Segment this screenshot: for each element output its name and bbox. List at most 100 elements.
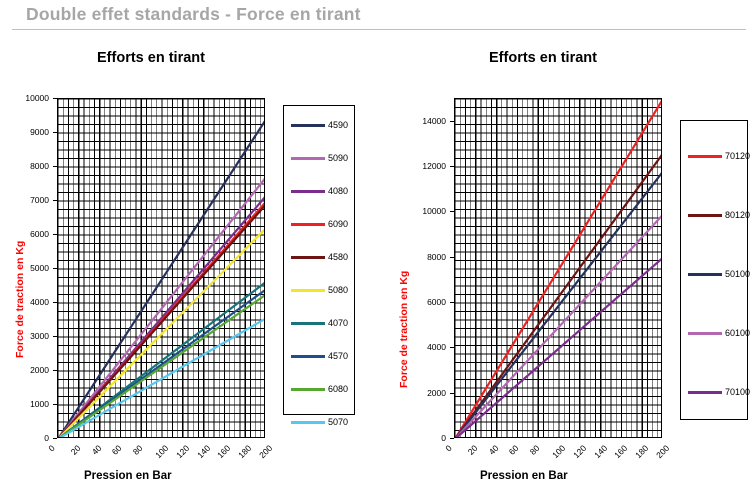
y-tick-mark (53, 268, 57, 269)
legend-swatch-icon (291, 223, 325, 226)
series-lines (58, 120, 264, 437)
y-tick-label: 3000 (30, 331, 49, 341)
y-tick-mark (450, 166, 454, 167)
y-tick-mark (450, 392, 454, 394)
legend-item-6090[interactable]: 6090 (284, 217, 354, 231)
x-tick-label: 40 (486, 443, 501, 457)
series-line-50100 (455, 172, 661, 437)
chart-left: Efforts en tirant Force de traction en K… (0, 40, 372, 490)
y-tick-label: 8000 (427, 251, 446, 262)
grid-lines (455, 99, 661, 437)
y-tick-mark (53, 336, 57, 337)
legend-item-5080[interactable]: 5080 (284, 283, 354, 297)
series-line-5070 (59, 318, 264, 437)
legend-item-4570[interactable]: 4570 (284, 349, 354, 363)
y-tick-label: 14000 (422, 115, 446, 126)
legend-item-50100[interactable]: 50100 (681, 267, 751, 281)
legend-swatch-icon (291, 355, 325, 358)
legend-item-60100[interactable]: 60100 (681, 326, 751, 340)
legend-swatch-icon (291, 289, 325, 292)
y-tick-mark (450, 211, 454, 213)
legend-swatch-icon (291, 124, 325, 127)
y-tick-mark (53, 404, 57, 405)
chart-right-x-axis-label: Pression en Bar (480, 470, 568, 482)
y-tick-label: 5000 (30, 263, 49, 273)
y-tick-mark (450, 438, 454, 439)
legend-item-label: 5090 (328, 153, 349, 163)
y-tick-mark (53, 166, 57, 167)
x-tick-label: 60 (110, 443, 124, 457)
x-tick-label: 60 (507, 443, 521, 457)
y-tick-mark (53, 302, 57, 303)
legend-swatch-icon (291, 157, 325, 160)
y-tick-label: 4000 (30, 297, 49, 307)
legend-item-label: 4580 (328, 252, 349, 262)
legend-item-label: 5070 (328, 417, 349, 427)
y-tick-mark (53, 98, 57, 99)
legend-swatch-icon (291, 421, 325, 424)
legend-item-70120[interactable]: 70120 (681, 149, 751, 163)
legend-item-4080[interactable]: 4080 (284, 184, 354, 198)
x-tick-label: 160 (215, 443, 233, 461)
y-tick-label: 8000 (30, 161, 49, 171)
x-tick-label: 80 (130, 443, 145, 457)
legend-item-4070[interactable]: 4070 (284, 316, 354, 330)
x-tick-label: 160 (612, 443, 630, 461)
y-tick-label: 6000 (30, 229, 49, 239)
legend-swatch-icon (688, 214, 722, 217)
y-tick-label: 0 (441, 433, 446, 443)
y-tick-label: 7000 (30, 195, 49, 205)
legend-item-4580[interactable]: 4580 (284, 250, 354, 264)
x-tick-label: 120 (570, 443, 589, 461)
chart-left-plot-area (57, 98, 265, 438)
y-tick-label: 9000 (30, 127, 49, 137)
y-tick-mark (450, 302, 454, 303)
legend-item-80120[interactable]: 80120 (681, 208, 750, 222)
y-tick-mark (450, 120, 454, 122)
series-line-6080 (58, 294, 264, 437)
x-tick-label: 80 (527, 443, 542, 457)
page-title: Double effet standards - Force en tirant (26, 4, 361, 24)
series-line-4580 (58, 204, 264, 437)
y-tick-mark (450, 347, 454, 349)
legend-swatch-icon (291, 256, 325, 259)
legend-item-5090[interactable]: 5090 (284, 151, 354, 165)
chart-left-title: Efforts en tirant (97, 50, 205, 66)
legend-swatch-icon (291, 322, 325, 325)
legend-swatch-icon (291, 190, 325, 193)
legend-item-4590[interactable]: 4590 (284, 118, 354, 132)
x-tick-label: 100 (550, 443, 568, 461)
legend-swatch-icon (688, 273, 722, 276)
chart-right-plot-area (454, 98, 662, 438)
legend-item-6080[interactable]: 6080 (284, 382, 354, 396)
legend-item-label: 70120 (725, 151, 751, 161)
y-tick-mark (53, 132, 57, 133)
legend-item-70100[interactable]: 70100 (681, 385, 751, 399)
x-tick-label: 180 (236, 443, 254, 461)
legend-swatch-icon (291, 388, 325, 391)
header-divider (12, 29, 746, 30)
x-tick-label: 40 (89, 443, 104, 457)
y-tick-label: 12000 (422, 161, 446, 171)
legend-item-5070[interactable]: 5070 (284, 415, 354, 429)
legend-item-label: 5080 (328, 285, 349, 295)
legend-item-label: 6080 (328, 384, 349, 394)
y-tick-label: 10000 (25, 93, 49, 103)
x-tick-label: 180 (633, 443, 651, 461)
chart-right: Efforts en tirant Force de traction en K… (382, 40, 754, 490)
chart-left-plot-inner (58, 99, 264, 437)
y-tick-mark (53, 200, 57, 201)
series-line-70120 (455, 100, 661, 437)
page-header: Double effet standards - Force en tirant (0, 0, 754, 34)
legend-item-label: 70100 (725, 387, 751, 397)
legend-item-label: 50100 (725, 269, 751, 279)
series-line-5090 (58, 177, 264, 437)
x-tick-label: 0 (443, 443, 454, 454)
legend-item-label: 60100 (725, 328, 751, 338)
series-line-60100 (455, 215, 661, 437)
legend-item-label: 4080 (328, 186, 349, 196)
series-line-4590 (58, 120, 264, 437)
y-tick-mark (53, 438, 57, 439)
series-line-70100 (455, 257, 661, 437)
